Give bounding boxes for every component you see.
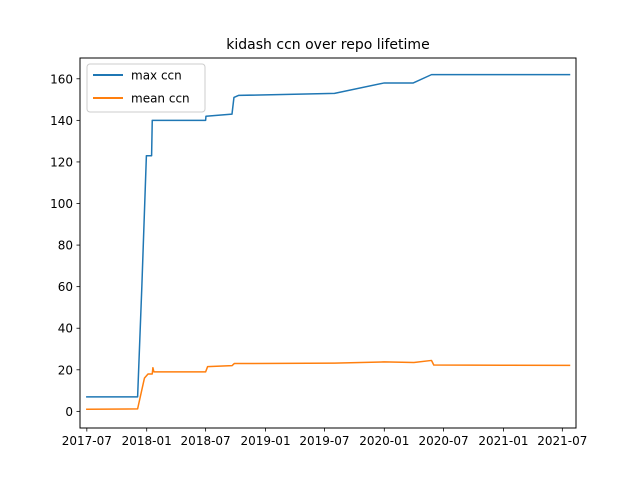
legend-label-mean-ccn: mean ccn [131,92,190,106]
y-tick-label-120: 120 [50,155,73,169]
legend: max ccn mean ccn [86,63,206,113]
x-tick-label-2019-01: 2019-01 [240,434,290,448]
y-tick-label-60: 60 [58,280,73,294]
x-tick-label-2019-07: 2019-07 [299,434,349,448]
x-tick-label-2020-07: 2020-07 [418,434,468,448]
y-tick-label-160: 160 [50,72,73,86]
series-line-mean-ccn [86,359,571,411]
y-tick-label-40: 40 [58,322,73,336]
x-tick-label-2018-07: 2018-07 [181,434,231,448]
plot-series [86,73,571,411]
x-tick-label-2021-07: 2021-07 [537,434,587,448]
y-axis: 0 20 40 60 80 100 120 140 160 [50,72,80,419]
chart-title: kidash ccn over repo lifetime [226,37,429,53]
y-tick-label-140: 140 [50,114,73,128]
y-tick-label-20: 20 [58,363,73,377]
x-axis: 2017-07 2018-01 2018-07 2019-01 2019-07 2020-… [62,428,587,448]
series-line-max-ccn [86,73,571,398]
legend-label-max-ccn: max ccn [131,69,182,83]
y-tick-label-0: 0 [65,405,73,419]
x-tick-label-2018-01: 2018-01 [122,434,172,448]
plot-frame [79,57,577,429]
x-tick-label-2021-01: 2021-01 [478,434,528,448]
x-tick-label-2017-07: 2017-07 [62,434,112,448]
x-tick-label-2020-01: 2020-01 [359,434,409,448]
y-tick-label-80: 80 [58,239,73,253]
y-tick-label-100: 100 [50,197,73,211]
